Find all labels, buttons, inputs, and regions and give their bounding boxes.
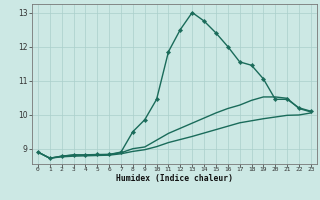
X-axis label: Humidex (Indice chaleur): Humidex (Indice chaleur) xyxy=(116,174,233,183)
